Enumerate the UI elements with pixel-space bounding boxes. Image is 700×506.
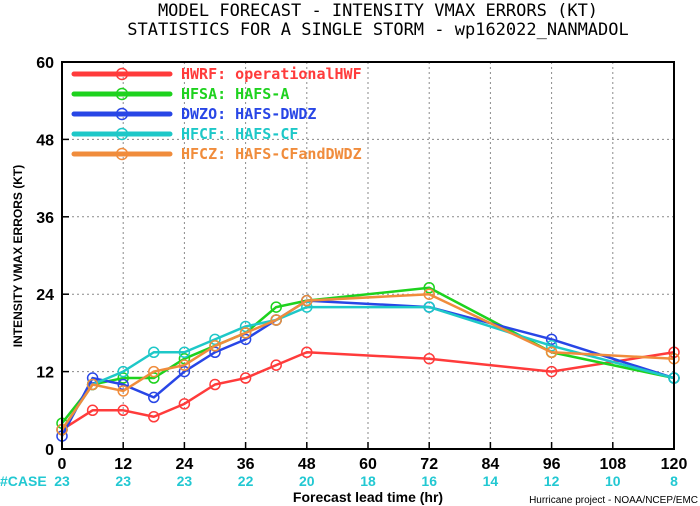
data-point [209, 378, 221, 391]
case-count: 12 [544, 473, 560, 489]
data-point [148, 346, 160, 358]
case-count: 23 [54, 473, 70, 489]
data-point [239, 327, 252, 339]
case-count: 10 [605, 473, 621, 489]
legend-marker [115, 67, 129, 81]
plot-frame [61, 61, 675, 450]
x-tick-label: 0 [58, 456, 67, 473]
case-count: 23 [115, 473, 131, 489]
tick-labels: 0 12 24 36 48 60 72 84 96 108 120 0 12 24 36 48 60 [36, 55, 687, 473]
data-point [178, 359, 191, 371]
data-point [423, 288, 435, 300]
legend: HWRF: operationalHWF HFSA: HAFS-A DWZO: HA… [71, 65, 362, 163]
data-point [270, 301, 282, 313]
case-count: 22 [238, 473, 254, 489]
x-tick-label: 72 [420, 456, 438, 473]
data-point [86, 404, 99, 417]
data-point [423, 282, 435, 294]
data-point [117, 385, 129, 397]
legend-marker [115, 147, 129, 161]
case-counts: 23 23 23 22 20 18 16 14 12 10 8 [54, 473, 678, 489]
series-5 [56, 288, 680, 436]
y-tick-label: 24 [36, 287, 54, 304]
y-tick-label: 0 [45, 442, 54, 459]
legend-label: DWZO: HAFS-DWDZ [181, 105, 316, 123]
case-count: 23 [177, 473, 193, 489]
grid [61, 61, 675, 450]
legend-label: HWRF: operationalHWF [181, 65, 362, 83]
data-point [270, 359, 282, 371]
data-point [117, 404, 129, 417]
chart-title: MODEL FORECAST - INTENSITY VMAX ERRORS (… [158, 1, 598, 21]
data-point [209, 340, 221, 352]
series-line [60, 292, 675, 431]
y-axis-label: INTENSITY VMAX ERRORS (KT) [11, 165, 25, 347]
case-count: 16 [421, 473, 437, 489]
data-point [301, 294, 313, 307]
data-point [239, 333, 252, 346]
data-point [148, 391, 160, 404]
case-count: 18 [360, 473, 376, 489]
case-count: 20 [299, 473, 315, 489]
legend-item: HFCZ: HAFS-CFandDWDZ [71, 145, 362, 163]
x-tick-label: 36 [237, 456, 255, 473]
data-point [86, 372, 99, 384]
data-point [178, 346, 191, 358]
x-tick-label: 96 [543, 456, 561, 473]
chart-subtitle: STATISTICS FOR A SINGLE STORM - wp162022… [127, 20, 629, 40]
x-tick-label: 120 [661, 456, 688, 473]
case-count: 14 [483, 473, 499, 489]
data-point [148, 411, 160, 423]
x-tick-label: 108 [599, 456, 626, 473]
legend-item: HWRF: operationalHWF [71, 65, 362, 83]
data-point [209, 333, 221, 346]
data-point [117, 365, 129, 378]
case-label: #CASE [0, 473, 47, 489]
data-point [239, 372, 252, 384]
case-count: 8 [670, 473, 678, 489]
y-tick-label: 36 [36, 210, 54, 227]
legend-marker [115, 107, 129, 121]
legend-label: HFSA: HAFS-A [181, 85, 289, 103]
data-point [148, 365, 160, 378]
legend-marker [115, 87, 129, 101]
data-point [239, 320, 252, 333]
data-point [545, 340, 558, 352]
data-point [117, 372, 129, 384]
x-axis-label: Forecast lead time (hr) [293, 489, 443, 505]
data-point [270, 314, 282, 326]
legend-item: DWZO: HAFS-DWDZ [71, 105, 316, 123]
data-point [545, 346, 558, 358]
legend-item: HFCF: HAFS-CF [71, 125, 298, 143]
y-tick-label: 60 [36, 55, 54, 72]
data-point [178, 398, 191, 410]
y-tick-label: 12 [36, 365, 54, 382]
x-tick-label: 24 [176, 456, 194, 473]
legend-marker [115, 127, 129, 141]
data-point [545, 365, 558, 378]
x-tick-label: 12 [114, 456, 132, 473]
x-tick-label: 60 [359, 456, 377, 473]
data-point [545, 333, 558, 346]
x-tick-label: 84 [482, 456, 500, 473]
credit-text: Hurricane project - NOAA/NCEP/EMC [529, 495, 698, 506]
y-tick-label: 48 [36, 132, 54, 149]
legend-label: HFCF: HAFS-CF [181, 125, 298, 143]
legend-item: HFSA: HAFS-A [71, 85, 289, 103]
data-point [178, 365, 191, 378]
data-point [423, 352, 435, 365]
data-point [86, 378, 99, 391]
data-point [301, 346, 313, 358]
data-point [423, 301, 435, 313]
x-tick-label: 48 [298, 456, 316, 473]
legend-label: HFCZ: HAFS-CFandDWDZ [181, 145, 362, 163]
